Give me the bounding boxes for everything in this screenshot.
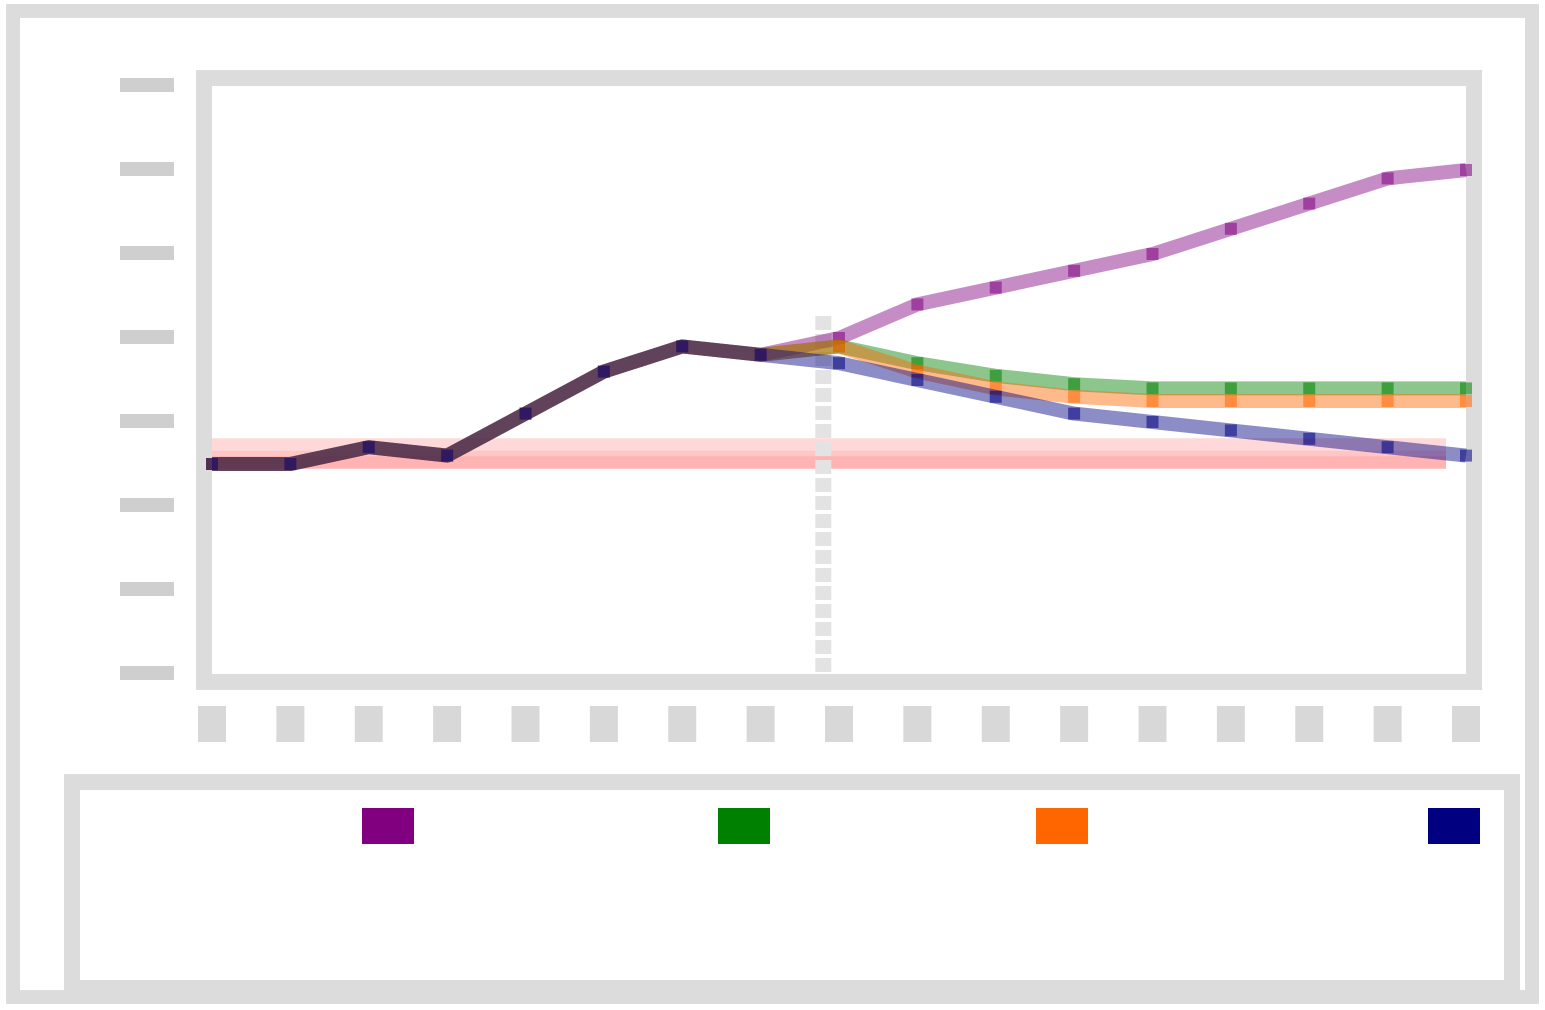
- plot-area: [196, 70, 1482, 690]
- x-tick-mark: [746, 706, 775, 742]
- legend-swatch: [1036, 808, 1088, 844]
- data-point: [1068, 378, 1081, 391]
- x-tick-mark: [589, 706, 618, 742]
- data-point: [1068, 390, 1081, 403]
- x-tick-mark: [354, 706, 383, 742]
- x-tick-mark: [1138, 706, 1167, 742]
- data-point: [1381, 172, 1394, 185]
- x-tick-mark: [903, 706, 932, 742]
- data-point: [1224, 395, 1237, 407]
- data-point: [1303, 395, 1316, 407]
- data-point: [989, 369, 1002, 382]
- data-point: [1068, 407, 1081, 420]
- y-tick-mark: [120, 498, 174, 512]
- data-point: [441, 449, 454, 462]
- data-point: [597, 365, 610, 378]
- data-point: [206, 458, 218, 470]
- legend-item: [1200, 790, 1520, 960]
- x-axis-ticks: [198, 706, 1480, 742]
- y-tick-mark: [120, 162, 174, 176]
- legend-swatch: [362, 808, 414, 844]
- legend-item: [100, 790, 420, 960]
- x-tick-mark: [1295, 706, 1324, 742]
- data-point: [1381, 382, 1394, 395]
- x-tick-mark: [825, 706, 853, 742]
- data-point: [989, 281, 1002, 294]
- y-tick-mark: [120, 666, 174, 680]
- x-tick-mark: [1060, 706, 1089, 742]
- data-point: [911, 298, 924, 311]
- data-point: [754, 348, 767, 361]
- data-point: [1460, 449, 1472, 462]
- data-point: [519, 407, 532, 420]
- data-point: [1460, 164, 1472, 176]
- x-tick-mark: [1452, 706, 1480, 742]
- data-point: [1146, 382, 1159, 395]
- data-point: [1224, 382, 1237, 395]
- data-point: [1146, 395, 1159, 407]
- data-point: [676, 340, 689, 353]
- data-point: [1224, 424, 1237, 437]
- legend-swatch: [1428, 808, 1480, 844]
- y-tick-mark: [120, 582, 174, 596]
- series-layer: [206, 163, 1472, 471]
- data-point: [1303, 382, 1316, 395]
- x-tick-mark: [668, 706, 697, 742]
- series-line: [212, 163, 1467, 471]
- x-tick-mark: [981, 706, 1010, 742]
- data-point: [362, 441, 375, 454]
- data-point: [911, 374, 924, 386]
- data-point: [989, 390, 1002, 403]
- data-point: [1460, 382, 1472, 395]
- data-point: [1303, 432, 1316, 445]
- data-point: [1068, 264, 1081, 277]
- data-point: [833, 357, 845, 370]
- data-point: [1381, 441, 1394, 454]
- data-point: [1460, 395, 1472, 407]
- legend-item: [846, 790, 1166, 960]
- legend: [64, 774, 1520, 996]
- x-tick-mark: [198, 706, 226, 742]
- data-point: [1303, 197, 1316, 210]
- legend-swatch: [718, 808, 770, 844]
- y-tick-mark: [120, 330, 174, 344]
- data-point: [1146, 248, 1159, 260]
- y-tick-mark: [120, 78, 174, 92]
- data-point: [284, 458, 297, 470]
- x-tick-mark: [1216, 706, 1245, 742]
- data-point: [833, 340, 845, 353]
- x-tick-mark: [511, 706, 540, 742]
- data-point: [1381, 395, 1394, 407]
- data-point: [1146, 416, 1159, 428]
- x-tick-mark: [276, 706, 305, 742]
- x-tick-mark: [1373, 706, 1402, 742]
- y-axis-ticks: [120, 78, 174, 680]
- data-point: [1224, 222, 1237, 235]
- y-tick-mark: [120, 414, 174, 428]
- y-tick-mark: [120, 246, 174, 260]
- x-tick-mark: [433, 706, 462, 742]
- legend-item: [470, 790, 790, 960]
